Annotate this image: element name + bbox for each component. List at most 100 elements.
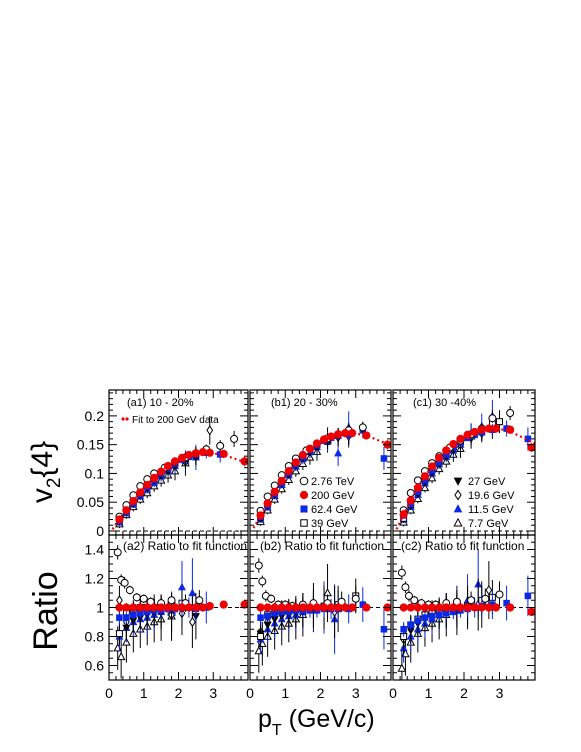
legend-marker-200-gev bbox=[299, 490, 309, 500]
panel-30-40-ratio-point-2-76-tev bbox=[404, 591, 413, 600]
panel-10-20-v24-point-200-gev bbox=[122, 506, 131, 515]
panel-10-20-v24-point-2-76-tev bbox=[216, 441, 225, 450]
panel-30-40-ratio-point-200-gev bbox=[406, 603, 415, 612]
panel-30-40-ratio-point-62-4-gev bbox=[435, 611, 443, 619]
panel-20-30-v24-point-2-76-tev bbox=[263, 492, 272, 501]
panel-30-40-v24-fit-curve bbox=[395, 427, 535, 530]
panel-10-20-v24-point-200-gev bbox=[163, 461, 173, 471]
panel-10-20-ratio-point-200-gev bbox=[150, 603, 159, 612]
panel-20-30-v24-point-200-gev bbox=[334, 430, 343, 439]
panel-20-30-ratio-point-2-76-tev bbox=[351, 594, 360, 603]
panel-30-40-v24-point-2-76-tev bbox=[413, 476, 422, 485]
legend-b-label-0: 2.76 TeV bbox=[311, 476, 355, 488]
panel-30-40-ratio-point-62-4-gev bbox=[414, 617, 422, 624]
panel-10-20-v24-y-tick-label: 0.15 bbox=[77, 437, 104, 453]
panel-10-20-ratio-point-200-gev bbox=[177, 603, 187, 612]
panel-20-30-ratio-point-62-4-gev bbox=[380, 625, 388, 633]
panel-20-30-ratio-point-200-gev bbox=[270, 603, 279, 612]
panel-20-30-v24-point-200-gev bbox=[319, 435, 329, 444]
panel-10-20-ratio-point-19-6-gev bbox=[116, 595, 123, 606]
panel-10-20-ratio-point-200-gev bbox=[219, 600, 228, 609]
panel-10-20-ratio-content bbox=[109, 545, 248, 679]
panel-20-30-ratio-point-200-gev bbox=[312, 603, 322, 612]
legend-fit-label: Fit to 200 GeV data bbox=[132, 415, 219, 426]
legend-marker-7-7-gev bbox=[453, 517, 463, 527]
panel-30-40-ratio-point-2-76-tev bbox=[397, 568, 406, 577]
panel-10-20-ratio-point-2-76-tev bbox=[146, 597, 155, 606]
panel-20-30-ratio-point-200-gev bbox=[319, 603, 329, 612]
panel-30-40-ratio-point-200-gev bbox=[449, 603, 458, 612]
legend-marker-2-76-tev bbox=[299, 476, 309, 486]
panel-10-20-ratio-point-200-gev bbox=[205, 601, 214, 611]
panel-30-40-ratio-point-2-76-tev bbox=[467, 596, 476, 605]
panel-20-30-ratio-point-200-gev bbox=[263, 603, 272, 612]
panel-30-40-v24-point-200-gev bbox=[406, 496, 415, 505]
legend-marker-39-gev bbox=[300, 519, 308, 527]
panel-10-20-ratio-point-200-gev bbox=[143, 603, 152, 612]
panel-10-20-ratio-point-200-gev bbox=[157, 603, 166, 612]
x-axis-label-sub: T bbox=[272, 722, 282, 739]
panel-10-20-ratio-point-200-gev bbox=[240, 600, 248, 609]
panel-20-30-ratio-point-200-gev bbox=[284, 603, 293, 612]
panel-20-30-v24-content bbox=[250, 411, 391, 532]
panel-20-30-ratio-point-200-gev bbox=[305, 603, 315, 612]
panel-10-20-ratio-point-7-7-gev bbox=[116, 651, 126, 661]
y-axis-label-bottom: Ratio bbox=[27, 571, 65, 650]
panel-30-40-ratio-point-62-4-gev bbox=[524, 592, 532, 600]
panel-30-40-ratio-point-200-gev bbox=[413, 603, 422, 612]
panel-30-40-ratio-point-7-7-gev bbox=[397, 663, 407, 672]
panel-30-40-ratio-point-2-76-tev bbox=[495, 590, 504, 599]
panel-10-20-ratio-point-200-gev bbox=[184, 603, 194, 612]
panel-10-20-ratio-point-27-gev bbox=[122, 624, 131, 633]
panel-20-30-ratio-point-2-76-tev bbox=[254, 561, 263, 570]
legend-b-label-3: 39 GeV bbox=[311, 518, 349, 530]
panel-20-30-v24-point-7-7-gev bbox=[277, 484, 287, 493]
panel-label-b1: (b1) 20 - 30% bbox=[271, 397, 338, 409]
panel-20-30-ratio-point-2-76-tev bbox=[267, 594, 276, 603]
panel-10-20-ratio-y-tick-label: 1.4 bbox=[85, 542, 105, 558]
panel-30-40-v24-content bbox=[393, 399, 535, 532]
panel-20-30-ratio-point-200-gev bbox=[291, 603, 300, 612]
legend-marker-11-5-gev bbox=[453, 504, 463, 513]
panel-30-40-ratio-series-200-gev bbox=[399, 603, 535, 616]
panel-10-20-v24-content bbox=[109, 415, 248, 532]
panel-10-20-ratio-y-tick-label: 1 bbox=[96, 600, 104, 616]
panel-10-20-ratio-point-11-5-gev bbox=[188, 588, 197, 597]
panel-10-20-ratio-point-200-gev bbox=[129, 603, 138, 612]
panel-30-40-ratio: 0 1 2 3 bbox=[389, 534, 536, 701]
panel-20-30-v24-fit-curve bbox=[252, 432, 391, 529]
panel-10-20-v24-y-tick-label: 0 bbox=[96, 523, 104, 539]
panel-30-40-ratio-point-200-gev bbox=[470, 603, 479, 612]
panel-20-30-v24-point-11-5-gev bbox=[334, 448, 343, 457]
panel-30-40-ratio-x-tick-label: 1 bbox=[425, 685, 433, 701]
panel-30-40-ratio-series-2-76-tev bbox=[397, 565, 504, 609]
panel-20-30-ratio: 0 1 2 3 bbox=[246, 534, 392, 701]
panel-20-30-ratio-x-tick-label: 1 bbox=[281, 685, 289, 701]
legend-fit: Fit to 200 GeV data bbox=[121, 415, 219, 426]
panel-30-40-ratio-point-2-76-tev bbox=[481, 594, 490, 603]
x-axis-label: pT (GeV/c) bbox=[258, 705, 375, 739]
panel-10-20-ratio-point-200-gev bbox=[191, 603, 200, 612]
panel-30-40-ratio-point-200-gev bbox=[420, 603, 430, 612]
panel-label-c1: (c1) 30 -40% bbox=[413, 397, 476, 409]
panel-10-20-ratio-point-62-4-gev bbox=[123, 614, 130, 621]
panel-20-30-ratio-series-200-gev bbox=[256, 603, 391, 612]
panel-10-20-ratio-point-62-4-gev bbox=[116, 614, 123, 621]
panel-20-30-v24-point-200-gev bbox=[277, 476, 286, 486]
panel-20-30-v24-point-200-gev bbox=[298, 450, 307, 460]
panel-30-40-v24-point-200-gev bbox=[435, 453, 444, 462]
panel-10-20-ratio-y-tick-label: 0.8 bbox=[85, 629, 105, 645]
panel-30-40-ratio-point-19-6-gev bbox=[485, 584, 493, 596]
legend-c-label-3: 7.7 GeV bbox=[468, 518, 509, 530]
panel-30-40-ratio-point-200-gev bbox=[427, 603, 437, 612]
y-axis-label-top-sub: 2 bbox=[44, 478, 65, 489]
legend-energies-2: 27 GeV 19.6 GeV 11.5 GeV 7.7 GeV bbox=[453, 476, 515, 530]
panel-10-20-ratio-y-tick-label: 1.2 bbox=[85, 571, 105, 587]
panel-label-c2: (c2) Ratio to fit function bbox=[401, 539, 524, 553]
panel-10-20-ratio-y-tick-label: 0.6 bbox=[85, 658, 105, 674]
panel-30-40-ratio-x-tick-label: 3 bbox=[496, 685, 504, 701]
panel-10-20-ratio-point-19-6-gev bbox=[188, 616, 196, 628]
panel-30-40-v24-point-2-76-tev bbox=[506, 409, 515, 418]
panel-20-30-ratio-content bbox=[250, 558, 391, 673]
panel-10-20-ratio-point-7-7-gev bbox=[113, 643, 123, 652]
